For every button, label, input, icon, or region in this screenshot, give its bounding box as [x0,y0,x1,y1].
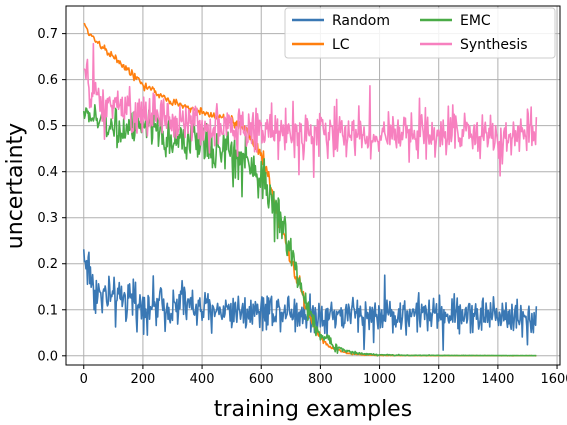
y-tick-label: 0.4 [37,165,58,180]
y-tick-label: 0.5 [37,119,58,134]
series-line-emc [82,101,537,357]
legend-label-synthesis: Synthesis [460,37,528,53]
series-line-synthesis [83,42,538,179]
x-tick-label: 1000 [363,372,396,387]
x-tick-label: 600 [249,372,274,387]
legend-label-lc: LC [332,37,350,53]
legend: Random LC EMC Synthesis [284,7,556,59]
y-axis-ticks: 0.0 0.1 0.2 0.3 0.4 0.5 0.6 0.7 [37,27,66,364]
legend-label-emc: EMC [460,13,491,29]
series-line-random [82,249,538,351]
x-tick-label: 0 [80,372,88,387]
x-tick-label: 1200 [422,372,455,387]
y-tick-label: 0.0 [37,349,58,364]
y-tick-label: 0.2 [37,257,58,272]
plot-frame [65,5,561,366]
legend-box [284,7,556,59]
y-tick-label: 0.3 [37,211,58,226]
legend-label-random: Random [332,13,390,29]
x-axis-label: training examples [214,397,412,422]
series-layer [82,22,538,357]
y-tick-label: 0.6 [37,73,58,88]
y-axis-label: uncertainty [3,123,28,249]
y-tick-label: 0.7 [37,27,58,42]
x-tick-label: 200 [130,372,155,387]
x-tick-label: 800 [308,372,333,387]
x-tick-label: 1400 [481,372,514,387]
x-tick-label: 400 [190,372,215,387]
y-tick-label: 0.1 [37,303,58,318]
